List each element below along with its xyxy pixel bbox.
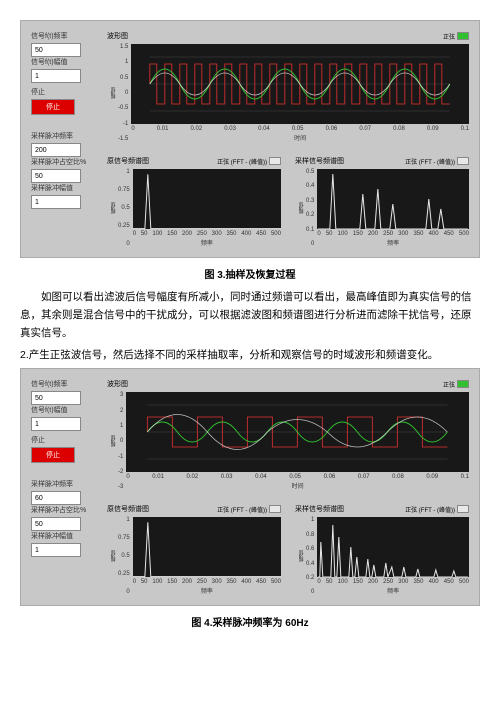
y-title: 幅值 — [295, 169, 306, 247]
legend-swatch — [457, 505, 469, 513]
duty-input[interactable]: 50 — [31, 517, 81, 531]
y-ticks: 3210-1-2-3 — [118, 392, 126, 490]
x-title: 频率 — [133, 237, 281, 247]
x-ticks: 050100150200250300350400450500 — [317, 229, 469, 237]
amp-label: 信号f(t)幅值 — [31, 57, 93, 67]
spectrum-right: 采样信号频谱图正弦 (FFT - (峰值)) 幅值 0.50.40.30.20.… — [291, 152, 473, 251]
y-axis-title: 幅值 — [107, 44, 118, 142]
x-ticks: 050100150200250300350400450500 — [133, 577, 281, 585]
spectrum-left: 原信号频谱图正弦 (FFT - (峰值)) 幅值 10.750.50.250 0… — [103, 500, 285, 599]
legend-swatch — [269, 157, 281, 165]
spec-left-title: 原信号频谱图 — [107, 156, 149, 166]
controls-column: 信号f(t)频率 50 信号f(t)幅值 1 停止 停止 采样脉冲频率 60 采… — [27, 375, 97, 599]
spectrum-left: 原信号频谱图正弦 (FFT - (峰值)) 幅值 10.750.50.250 0… — [103, 152, 285, 251]
waveform-chart: 波形图 正弦 幅值 1.510.50-0.5-1-1.5 — [103, 27, 473, 146]
x-title: 频率 — [317, 237, 469, 247]
y-title: 幅值 — [107, 517, 118, 595]
duty-label: 采样脉冲占空比% — [31, 505, 93, 515]
control-group-2: 采样脉冲频率 60 采样脉冲占空比% 50 采样脉冲幅值 1 — [27, 475, 97, 561]
waveform-plot — [131, 44, 469, 124]
x-title: 时间 — [126, 480, 469, 490]
spec-right-title: 采样信号频谱图 — [295, 504, 344, 514]
duty-label: 采样脉冲占空比% — [31, 157, 93, 167]
figure-4-panel: 信号f(t)频率 50 信号f(t)幅值 1 停止 停止 采样脉冲频率 60 采… — [20, 368, 480, 606]
charts-column: 波形图 正弦 幅值 1.510.50-0.5-1-1.5 — [103, 27, 473, 251]
spectrum-right: 采样信号频谱图正弦 (FFT - (峰值)) 幅值 10.80.60.40.20… — [291, 500, 473, 599]
waveform-legend: 正弦 — [443, 32, 469, 41]
freq-input[interactable]: 50 — [31, 391, 81, 405]
figure-3-caption: 图 3.抽样及恢复过程 — [20, 266, 480, 281]
spectrum-pair: 原信号频谱图正弦 (FFT - (峰值)) 幅值 10.750.50.250 0… — [103, 152, 473, 251]
figure-4-caption: 图 4.采样脉冲频率为 60Hz — [20, 614, 480, 629]
x-title: 频率 — [133, 585, 281, 595]
legend-swatch — [269, 505, 281, 513]
sample-freq-label: 采样脉冲频率 — [31, 131, 93, 141]
waveform-chart: 波形图正弦 幅值 3210-1-2-3 00.010.020.030.040.0… — [103, 375, 473, 494]
spec-right-plot — [317, 169, 469, 229]
sample-amp-input[interactable]: 1 — [31, 543, 81, 557]
y-ticks: 10.750.50.250 — [118, 169, 133, 247]
spec-left-plot — [133, 517, 281, 577]
waveform-plot — [126, 392, 469, 472]
legend-swatch — [457, 380, 469, 388]
sample-freq-label: 采样脉冲频率 — [31, 479, 93, 489]
x-title: 频率 — [317, 585, 469, 595]
sample-freq-input[interactable]: 200 — [31, 143, 81, 157]
sample-amp-label: 采样脉冲幅值 — [31, 531, 93, 541]
sample-freq-input[interactable]: 60 — [31, 491, 81, 505]
waveform-title: 波形图 — [107, 31, 128, 41]
y-ticks: 0.50.40.30.20.10 — [306, 169, 317, 247]
y-ticks: 10.80.60.40.20 — [306, 517, 317, 595]
freq-input[interactable]: 50 — [31, 43, 81, 57]
freq-label: 信号f(t)频率 — [31, 31, 93, 41]
x-ticks: 00.010.020.030.040.050.060.070.080.090.1 — [126, 472, 469, 480]
stop-label: 停止 — [31, 435, 93, 445]
spec-right-title: 采样信号频谱图 — [295, 156, 344, 166]
x-axis-ticks: 00.010.020.030.040.050.060.070.080.090.1 — [131, 124, 469, 132]
spectrum-pair: 原信号频谱图正弦 (FFT - (峰值)) 幅值 10.750.50.250 0… — [103, 500, 473, 599]
duty-input[interactable]: 50 — [31, 169, 81, 183]
x-ticks: 050100150200250300350400450500 — [133, 229, 281, 237]
charts-column: 波形图正弦 幅值 3210-1-2-3 00.010.020.030.040.0… — [103, 375, 473, 599]
spec-left-plot — [133, 169, 281, 229]
x-ticks: 050100150200250300350400450500 — [317, 577, 469, 585]
freq-label: 信号f(t)频率 — [31, 379, 93, 389]
amp-input[interactable]: 1 — [31, 417, 81, 431]
control-group-2: 采样脉冲频率 200 采样脉冲占空比% 50 采样脉冲幅值 1 — [27, 127, 97, 213]
y-title: 幅值 — [107, 392, 118, 490]
paragraph-1: 如图可以看出滤波后信号幅度有所减小，同时通过频谱可以看出，最高峰值即为真实信号的… — [20, 289, 480, 343]
y-axis-ticks: 1.510.50-0.5-1-1.5 — [118, 44, 131, 142]
stop-label: 停止 — [31, 87, 93, 97]
y-title: 幅值 — [107, 169, 118, 247]
controls-column: 信号f(t)频率 50 信号f(t)幅值 1 停止 停止 采样脉冲频率 200 … — [27, 27, 97, 251]
paragraph-2: 2.产生正弦波信号，然后选择不同的采样抽取率，分析和观察信号的时域波形和频谱变化… — [20, 347, 480, 365]
control-group-1: 信号f(t)频率 50 信号f(t)幅值 1 停止 停止 — [27, 27, 97, 119]
y-title: 幅值 — [295, 517, 306, 595]
spec-right-plot — [317, 517, 469, 577]
legend-swatch — [457, 157, 469, 165]
legend-swatch — [457, 32, 469, 40]
spec-left-title: 原信号频谱图 — [107, 504, 149, 514]
x-axis-title: 时间 — [131, 132, 469, 142]
figure-3-panel: 信号f(t)频率 50 信号f(t)幅值 1 停止 停止 采样脉冲频率 200 … — [20, 20, 480, 258]
sample-amp-input[interactable]: 1 — [31, 195, 81, 209]
stop-button[interactable]: 停止 — [31, 99, 75, 115]
waveform-title: 波形图 — [107, 379, 128, 389]
stop-button[interactable]: 停止 — [31, 447, 75, 463]
amp-label: 信号f(t)幅值 — [31, 405, 93, 415]
control-group-1: 信号f(t)频率 50 信号f(t)幅值 1 停止 停止 — [27, 375, 97, 467]
amp-input[interactable]: 1 — [31, 69, 81, 83]
sample-amp-label: 采样脉冲幅值 — [31, 183, 93, 193]
y-ticks: 10.750.50.250 — [118, 517, 133, 595]
